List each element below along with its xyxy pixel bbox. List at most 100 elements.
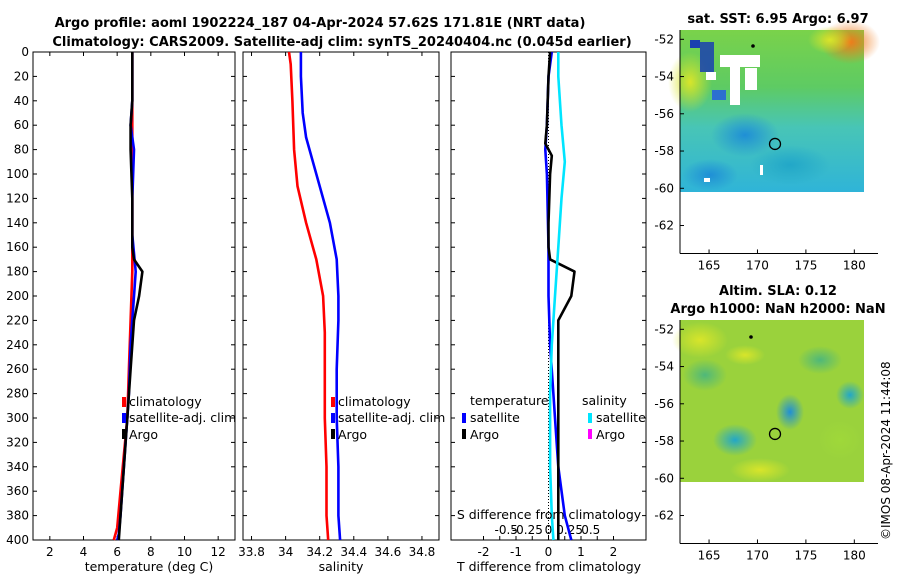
difference-xlabel: T difference from climatology bbox=[456, 559, 642, 574]
x-tick-label: 33.8 bbox=[238, 545, 265, 559]
depth-tick-label: 200 bbox=[6, 289, 29, 303]
map-y-tick-label: -60 bbox=[654, 471, 674, 485]
legend-temp-sat-swatch bbox=[462, 413, 466, 423]
map-y-tick-label: -60 bbox=[654, 181, 674, 195]
legend-clim-swatch bbox=[331, 397, 335, 407]
x-tick-label: 10 bbox=[177, 545, 192, 559]
main-title-line1: Argo profile: aoml 1902224_187 04-Apr-20… bbox=[55, 16, 586, 31]
map-x-tick-label: 165 bbox=[698, 258, 721, 272]
legend-temp-argo-label: Argo bbox=[470, 427, 499, 442]
legend-sat-swatch bbox=[122, 413, 126, 423]
map-y-tick-label: -56 bbox=[654, 397, 674, 411]
depth-tick-label: 260 bbox=[6, 362, 29, 376]
sla-high-patch bbox=[725, 345, 765, 365]
map-x-tick-label: 175 bbox=[794, 258, 817, 272]
imos-watermark: ©IMOS 08-Apr-2024 11:44:08 bbox=[879, 361, 893, 540]
legend-sat-label: satellite-adj. clim bbox=[129, 410, 236, 425]
series-line-climatology bbox=[287, 51, 330, 541]
legend-sal-argo-label: Argo bbox=[596, 427, 625, 442]
depth-tick-label: 340 bbox=[6, 460, 29, 474]
sst-missing-data bbox=[706, 72, 716, 80]
difference-legend: temperature satellite Argo salinity sate… bbox=[462, 393, 646, 442]
depth-tick-label: 160 bbox=[6, 240, 29, 254]
sst-missing-data bbox=[704, 178, 710, 182]
depth-tick-label: 140 bbox=[6, 216, 29, 230]
map-y-tick-label: -58 bbox=[654, 434, 674, 448]
x-tick-label: 34.8 bbox=[409, 545, 436, 559]
sla-map-axes: -52 -54 -56 -58 -60 -62 165 170 175 180 bbox=[654, 320, 878, 562]
x-tick-label: 1 bbox=[577, 545, 585, 559]
depth-tick-label: 40 bbox=[14, 94, 29, 108]
legend-argo-label: Argo bbox=[338, 427, 367, 442]
sla-map-title-line2: Argo h1000: NaN h2000: NaN bbox=[670, 302, 885, 317]
series-line-salinity-satellite bbox=[548, 52, 567, 541]
x-tick-label-top: 0.5 bbox=[581, 523, 600, 537]
sst-cloud-mask bbox=[700, 42, 714, 72]
legend-argo-label: Argo bbox=[129, 427, 158, 442]
legend-sal-sat-label: satellite bbox=[596, 410, 646, 425]
x-tick-label: 34.2 bbox=[306, 545, 333, 559]
x-tick-label: 2 bbox=[46, 545, 54, 559]
temperature-xlabel: temperature (deg C) bbox=[85, 559, 214, 574]
map-x-tick-label: 165 bbox=[698, 548, 721, 562]
depth-tick-label: 360 bbox=[6, 484, 29, 498]
plot-frame bbox=[242, 51, 440, 541]
depth-tick-label: 0 bbox=[21, 45, 29, 59]
map-y-tick-label: -52 bbox=[654, 322, 674, 336]
sla-low-patch bbox=[836, 381, 864, 409]
map-y-tick-label: -54 bbox=[654, 360, 674, 374]
sla-low-patch bbox=[683, 359, 727, 391]
sst-map bbox=[668, 20, 880, 192]
legend-sat-label: satellite-adj. clim bbox=[338, 410, 445, 425]
depth-tick-label: 180 bbox=[6, 265, 29, 279]
sla-low-patch bbox=[776, 394, 804, 430]
temperature-legend: climatology satellite-adj. clim Argo bbox=[122, 394, 236, 442]
sst-map-title: sat. SST: 6.95 Argo: 6.97 bbox=[687, 12, 868, 27]
depth-tick-label: 80 bbox=[14, 143, 29, 157]
depth-tick-label: 400 bbox=[6, 533, 29, 547]
x-tick-label: 0 bbox=[545, 545, 553, 559]
sla-high-patch bbox=[818, 420, 862, 460]
map-y-tick-label: -52 bbox=[654, 32, 674, 46]
series-line-temperature-argo bbox=[543, 51, 576, 540]
map-x-tick-label: 180 bbox=[843, 548, 866, 562]
depth-tick-label: 320 bbox=[6, 435, 29, 449]
argo-location-marker bbox=[768, 137, 782, 151]
x-tick-label: 34.4 bbox=[340, 545, 367, 559]
legend-temp-argo-swatch bbox=[462, 429, 466, 439]
sla-low-patch bbox=[713, 424, 757, 456]
sla-high-patch bbox=[730, 458, 790, 482]
depth-tick-label: 280 bbox=[6, 387, 29, 401]
sst-marker-dot bbox=[751, 44, 755, 48]
depth-tick-label: 20 bbox=[14, 69, 29, 83]
salinity-panel: 33.8 34 34.2 34.4 34.6 34.8 bbox=[238, 51, 440, 559]
series-line-climatology bbox=[112, 52, 134, 541]
depth-tick-label: 100 bbox=[6, 167, 29, 181]
s-difference-label: S difference from climatology bbox=[457, 507, 642, 522]
x-tick-label: 34 bbox=[278, 545, 293, 559]
series-line-satellite-adj-clim bbox=[299, 52, 342, 541]
depth-tick-label: 240 bbox=[6, 338, 29, 352]
sst-cloud-mask bbox=[712, 90, 726, 100]
map-x-tick-label: 175 bbox=[794, 548, 817, 562]
x-tick-label-top: -0.5 bbox=[495, 523, 518, 537]
depth-tick-label: 380 bbox=[6, 509, 29, 523]
sst-cold-patch bbox=[711, 113, 779, 157]
temperature-panel: 2 4 6 8 10 12 bbox=[32, 51, 236, 559]
map-x-tick-label: 170 bbox=[746, 258, 769, 272]
x-tick-label: 34.6 bbox=[375, 545, 402, 559]
depth-tick-label: 220 bbox=[6, 313, 29, 327]
salinity-legend: climatology satellite-adj. clim Argo bbox=[331, 394, 445, 442]
sst-warm-patch bbox=[808, 26, 852, 54]
map-y-tick-label: -56 bbox=[654, 107, 674, 121]
map-y-tick-label: -62 bbox=[654, 509, 674, 523]
x-tick-label: 2 bbox=[610, 545, 618, 559]
sla-map-title-line1: Altim. SLA: 0.12 bbox=[719, 284, 837, 299]
x-tick-label: 8 bbox=[147, 545, 155, 559]
x-tick-label: 6 bbox=[113, 545, 121, 559]
legend-salinity-header: salinity bbox=[582, 393, 627, 408]
legend-sal-argo-swatch bbox=[588, 429, 592, 439]
map-y-tick-label: -58 bbox=[654, 144, 674, 158]
